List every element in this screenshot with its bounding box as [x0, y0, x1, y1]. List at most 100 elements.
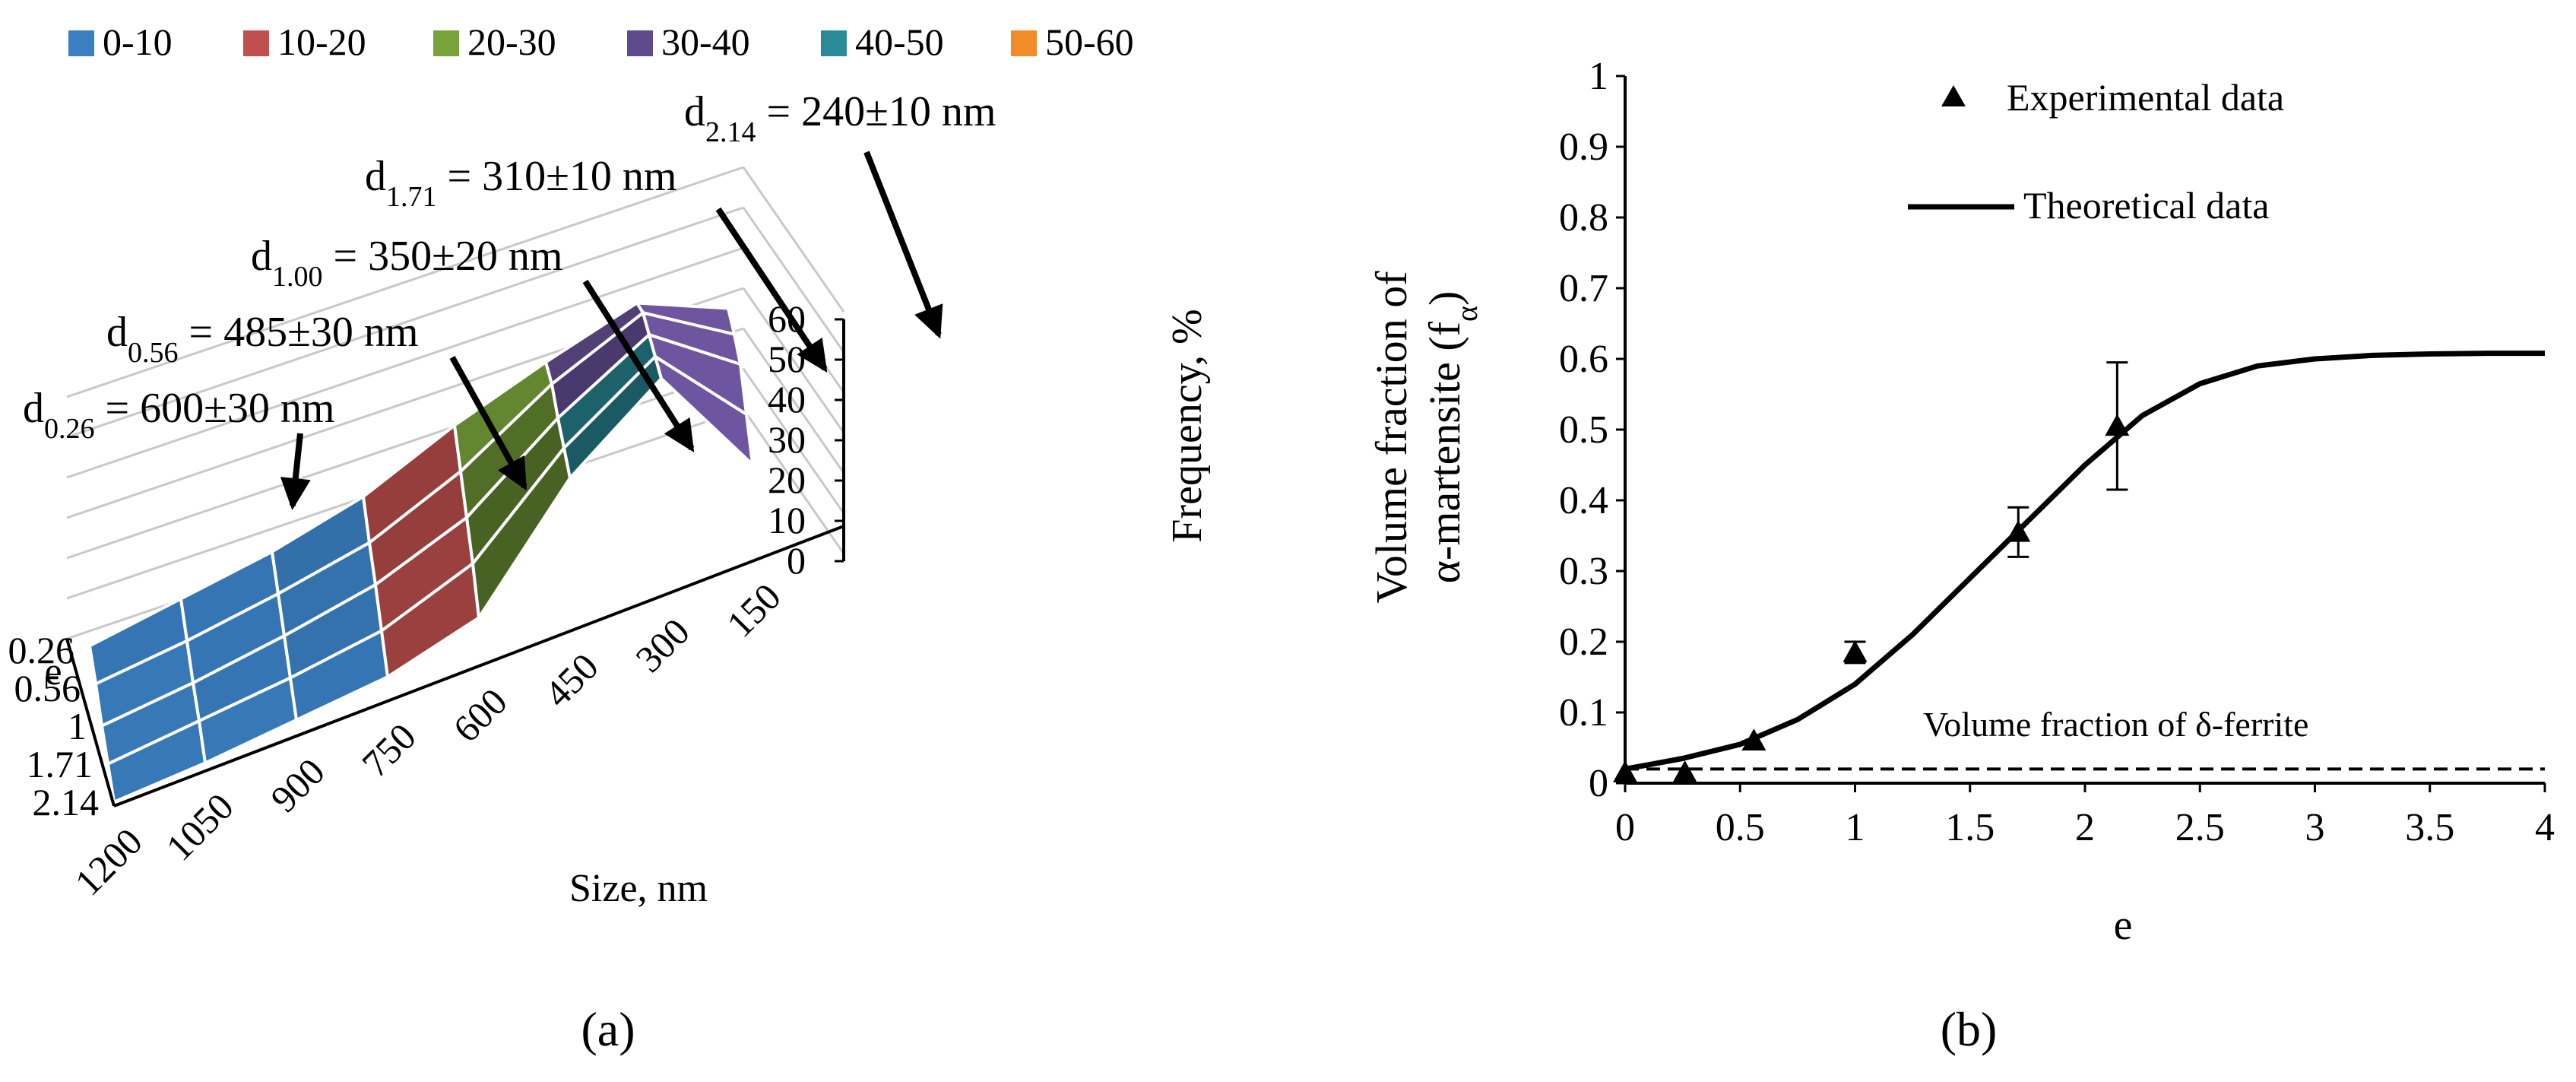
annotation-arrowhead	[664, 417, 695, 453]
y-tick-label: 0.9	[1559, 125, 1608, 169]
legend-marker	[1941, 85, 1966, 106]
legend-swatch	[1011, 30, 1037, 56]
x-tick-label: 0.5	[1716, 806, 1765, 849]
legend-label: 50-60	[1045, 21, 1134, 63]
y-tick-label: 0.3	[1559, 550, 1608, 593]
grid-line	[742, 408, 845, 554]
legend-label: 40-50	[855, 21, 944, 63]
z-tick-label: 40	[768, 378, 806, 420]
annotation-label: d0.56 = 485±30 nm	[106, 309, 418, 369]
legend: Experimental data Theoretical data	[1908, 76, 2284, 227]
grid-line	[742, 287, 845, 433]
annotation-label: d1.00 = 350±20 nm	[251, 233, 562, 293]
data-point	[1672, 760, 1697, 782]
annotation-arrowhead	[914, 303, 943, 339]
z-tick-label: 50	[768, 338, 806, 380]
annotation-arrowhead	[280, 477, 311, 510]
z-axis-title: Frequency, %	[1164, 309, 1211, 542]
data-point	[1613, 760, 1637, 782]
x-tick-label: 2.5	[2175, 806, 2225, 849]
x-tick-label: 2	[2075, 806, 2095, 849]
annotation-label: d0.26 = 600±30 nm	[23, 385, 334, 445]
y-tick-label: 0.4	[1559, 479, 1608, 522]
theoretical-line	[1624, 351, 2545, 772]
y-tick-label: 0.26	[8, 629, 75, 671]
legend-label: 20-30	[467, 21, 556, 63]
annotation-arrowhead	[797, 337, 828, 373]
x-axis-line	[113, 525, 844, 808]
y-axis-title-line2: α-martensite (fα)	[1420, 291, 1484, 584]
grid-line	[742, 328, 845, 474]
x-tick-label: 1200	[66, 820, 150, 903]
legend-swatch	[821, 30, 847, 56]
x-tick-label: 1050	[157, 785, 241, 868]
grid-line	[742, 368, 845, 514]
x-tick-label: 900	[262, 750, 333, 820]
y-axis-title: e	[44, 650, 62, 693]
z-tick-label: 10	[768, 499, 806, 541]
legend-label: 0-10	[103, 21, 173, 63]
experimental-points	[1613, 361, 2130, 782]
panel-label-b: (b)	[1941, 1002, 1998, 1056]
grid-line	[66, 206, 744, 439]
x-tick-label: 1.5	[1945, 806, 1995, 849]
surface-plot	[87, 300, 755, 804]
annotation-arrow	[863, 151, 942, 336]
panel-label-a: (a)	[581, 1002, 635, 1056]
x-tick-label: 1	[1846, 806, 1865, 849]
annotation-arrow	[715, 207, 828, 371]
x-tick-label: 4	[2535, 806, 2555, 849]
y-tick-label: 0.5	[1559, 408, 1608, 452]
legend-swatch	[68, 30, 94, 56]
y-axis-title: Volume fraction of α-martensite (fα)	[1367, 271, 1484, 604]
data-point	[1741, 728, 1766, 750]
legend-label: Theoretical data	[2023, 184, 2269, 227]
y-tick-label: 0.2	[1559, 620, 1608, 664]
chart-back-walls	[66, 166, 845, 640]
x-tick-label: 0	[1615, 806, 1635, 849]
x-tick-label: 3.5	[2405, 806, 2454, 849]
y-tick-label: 0.56	[14, 667, 81, 709]
x-tick-label: 3	[2305, 806, 2325, 849]
legend-swatch	[627, 30, 653, 56]
z-tick-label: 30	[768, 418, 806, 461]
theoretical-curve	[1624, 351, 2545, 772]
legend-swatch	[433, 30, 459, 56]
annotation-label: d2.14 = 240±10 nm	[684, 88, 996, 148]
grid-line	[742, 167, 845, 313]
grid-line	[66, 246, 744, 479]
x-tick-label: 450	[536, 645, 607, 716]
annotation-arrowhead	[497, 455, 527, 491]
y-tick-label: 0.8	[1559, 196, 1608, 240]
y-tick-label: 0.1	[1559, 691, 1608, 735]
y-tick-label: 2.14	[33, 781, 100, 823]
y-tick-label: 1	[1589, 55, 1608, 98]
legend-label: Experimental data	[2007, 76, 2284, 119]
grid-line	[66, 166, 744, 398]
y-tick-label: 0.6	[1559, 338, 1608, 381]
data-point	[1842, 639, 1868, 662]
legend-swatch	[243, 30, 269, 56]
y-tick-label: 1.71	[27, 743, 93, 785]
ferrite-label: Volume fraction of δ-ferrite	[1923, 705, 2308, 744]
x-tick-label: 600	[445, 680, 515, 750]
y-tick-label: 0	[1589, 762, 1608, 805]
x-tick-label: 300	[627, 610, 698, 681]
y-axis-title-line1: Volume fraction of	[1367, 271, 1416, 604]
annotation-label: d1.71 = 310±10 nm	[365, 153, 676, 213]
x-tick-label: 150	[718, 575, 789, 646]
x-tick-label: 750	[353, 715, 424, 785]
panel-a-surface-chart: 0-10 10-20 20-30 30-40 40-50 50-60 0102030405…	[8, 21, 1212, 1056]
annotation-arrow	[582, 279, 695, 451]
legend-label: 10-20	[277, 21, 366, 63]
data-point	[2105, 414, 2130, 436]
x-axis-title: e	[2114, 902, 2133, 949]
surface-patch	[652, 353, 755, 469]
legend: 0-10 10-20 20-30 30-40 40-50 50-60	[68, 21, 1134, 63]
grid-line	[742, 207, 845, 353]
y-tick-label: 1	[68, 705, 87, 747]
axis-ticks: 0 0.1 0.2 0.3 0.4 0.5 0.6 0.7 0.8 0.9 1 0 0.5 1 1.5 2 2.…	[1559, 55, 2555, 849]
panel-b-line-chart: 0 0.1 0.2 0.3 0.4 0.5 0.6 0.7 0.8 0.9 1 0 0.5 1 1.5 2 2.…	[1367, 55, 2555, 1056]
